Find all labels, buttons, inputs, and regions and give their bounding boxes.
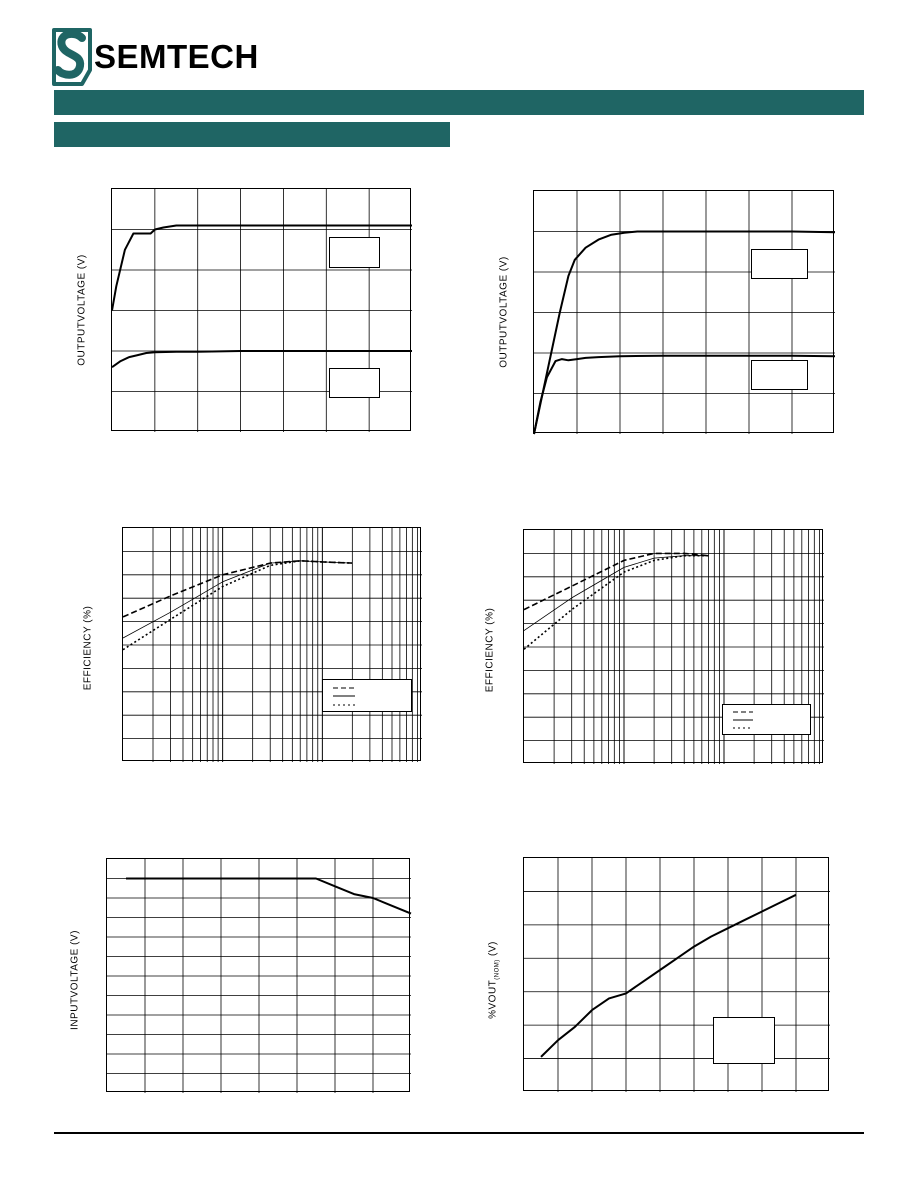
series-line-1 (523, 552, 709, 611)
plot-area (523, 529, 824, 764)
series-line-2 (111, 350, 412, 369)
legend-box-upper (751, 249, 808, 279)
chart-output-voltage-left: OUTPUTVOLTAGE (V) (70, 180, 420, 440)
plot-area (111, 188, 412, 432)
series-line-3 (523, 554, 709, 650)
legend-swatches (733, 711, 753, 729)
chart-svg (524, 858, 830, 1092)
series-line-3 (122, 559, 353, 651)
chart-vout-percent: %VOUT(NOM) (V) (480, 852, 832, 1096)
grid (524, 530, 824, 764)
chart-svg (111, 189, 412, 432)
y-axis-label: %VOUT(NOM) (V) (487, 941, 501, 1019)
series-line-2 (523, 555, 709, 631)
legend-box-lower (329, 368, 380, 398)
legend-box (713, 1017, 775, 1064)
legend-swatches (333, 687, 355, 706)
chart-input-voltage: INPUTVOLTAGE (V) (62, 852, 412, 1096)
y-axis-label: EFFICIENCY (%) (484, 607, 496, 693)
legend-box-lower (751, 360, 808, 390)
y-axis-label: EFFICIENCY (%) (82, 605, 94, 691)
chart-efficiency-right: EFFICIENCY (%) (478, 522, 826, 767)
chart-svg (107, 859, 412, 1093)
chart-efficiency-left: EFFICIENCY (%) (78, 520, 423, 765)
chart-svg (523, 530, 824, 764)
series-line-1 (111, 224, 412, 311)
series-line-2 (533, 354, 836, 435)
plot-area (523, 857, 830, 1092)
y-axis-label: OUTPUTVOLTAGE (V) (76, 254, 88, 366)
grid (534, 191, 835, 434)
series-line-1 (126, 877, 412, 915)
legend-box-upper (329, 237, 380, 268)
header-band (54, 90, 864, 115)
legend-box (722, 704, 811, 735)
brand-name: SEMTECH (94, 38, 259, 75)
plot-area (122, 527, 422, 762)
y-axis-label: INPUTVOLTAGE (V) (69, 930, 81, 1030)
plot-area (533, 190, 836, 435)
series-line-1 (533, 230, 836, 435)
grid (123, 528, 422, 762)
chart-svg (122, 528, 422, 762)
grid (524, 858, 830, 1092)
semtech-s-logo-icon (52, 28, 92, 86)
y-axis-label: OUTPUTVOLTAGE (V) (498, 256, 510, 368)
chart-svg (533, 191, 836, 435)
footer-rule (54, 1132, 864, 1134)
series-line-1 (540, 893, 797, 1058)
chart-output-voltage-right: OUTPUTVOLTAGE (V) (492, 182, 842, 442)
section-band (54, 122, 450, 147)
plot-area (106, 858, 412, 1093)
semtech-logo: SEMTECH (52, 26, 322, 88)
legend-box (322, 679, 412, 712)
grid (112, 189, 412, 432)
grid (107, 859, 411, 1093)
